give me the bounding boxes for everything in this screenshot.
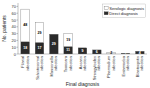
y-tick-label: 10 [12,45,17,50]
y-tick-label: 0 [14,52,17,57]
data-label: 2 [110,51,112,55]
x-tick-label: Blastocystisinfection [135,56,144,77]
y-tick [17,47,19,48]
bar-segment [93,50,102,54]
bar-segment [21,9,30,42]
bar-segment [35,42,44,54]
y-axis [18,3,19,54]
x-tick-label: Toxocarainfection [63,55,72,72]
x-tick-label-line: infection [68,56,73,71]
y-tick-label: 70 [12,4,17,9]
bar-segment [64,34,73,47]
bar-segment [64,47,73,54]
y-tick [17,26,19,27]
y-tick-label: 50 [12,18,17,23]
x-tick-label-line: infection [139,56,144,71]
data-label: 17 [38,46,42,50]
x-tick-label-line: infection [39,56,44,71]
data-label: 48 [23,23,27,27]
y-tick [17,40,19,41]
bar-segment [50,34,59,54]
data-label: 18 [23,46,27,50]
bar-segment [35,23,44,43]
y-tick [17,20,19,21]
data-label: 9 [82,49,84,53]
y-tick-label: 30 [12,31,17,36]
y-axis-label: No. patients [1,15,7,42]
data-label: 19 [66,38,70,42]
x-axis-label: Final diagnosis [66,81,100,87]
x-tick-label: Entamoebainfection [121,55,130,76]
bar-segment [21,42,30,54]
x-tick-label-line: infection [125,56,130,71]
x-tick-label: Ascarisinfection [78,56,87,71]
bar-segment [78,48,87,54]
chart: 0102030405060701817291196144829192Filari… [0,0,150,88]
data-label: 11 [66,48,70,52]
legend: Serologic diagnosisDirect diagnosis [103,4,146,17]
y-tick-label: 20 [12,38,17,43]
y-tick [17,54,19,55]
y-tick-label: 40 [12,24,17,29]
x-tick-label: Schistosomalinfection [35,56,44,80]
x-tick-label: Strongyloidesinfection [92,56,101,80]
bar-segment [50,34,59,35]
x-tick-label-line: infection [111,56,116,71]
data-label: 29 [52,42,56,46]
x-tick-label-line: infection [53,56,58,71]
y-tick-label: 60 [12,11,17,16]
data-label: 29 [38,31,42,35]
x-tick-label: Plasmodiuminfection [106,55,115,78]
y-tick [17,33,19,34]
legend-swatch [104,7,108,10]
legend-frame [103,4,146,17]
x-axis [18,54,147,55]
legend-swatch [104,12,108,15]
data-label: 1 [125,52,127,56]
x-tick-label: Filarialinfection [20,56,29,71]
y-tick [17,6,19,7]
data-label: 6 [96,50,98,54]
bar-segment [136,51,145,54]
legend-label: Direct diagnosis [109,11,137,16]
y-tick [17,13,19,14]
x-tick-label-line: infection [82,56,87,71]
x-tick-label-line: infection [25,56,30,71]
x-tick-label-line: infection [96,56,101,71]
x-tick-label: Mansonellainfection [49,55,58,76]
